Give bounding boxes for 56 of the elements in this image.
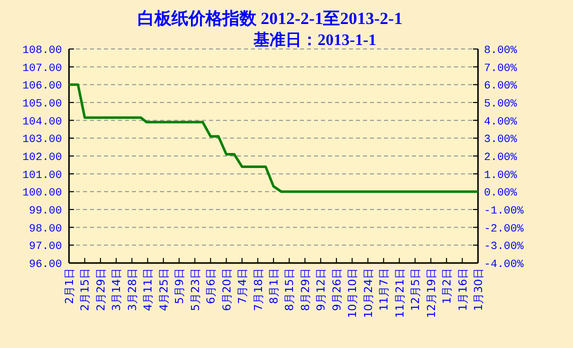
x-tick-label: 5月23日 — [188, 268, 202, 311]
y-tick-label: 108.00 — [22, 45, 62, 57]
y2-tick-label: -4.00% — [484, 259, 524, 271]
x-tick-label: 11月7日 — [378, 268, 391, 311]
x-tick-label: 4月25日 — [157, 268, 170, 311]
y-tick-label: 104.00 — [22, 116, 62, 128]
x-tick-label: 2月15日 — [78, 268, 92, 311]
x-tick-label: 8月29日 — [298, 268, 312, 311]
x-tick-label: 1月16日 — [456, 268, 470, 311]
y2-tick-label: 3.00% — [484, 134, 518, 146]
y2-tick-label: 5.00% — [484, 98, 518, 110]
x-tick-label: 9月12日 — [314, 268, 328, 311]
y2-tick-label: -1.00% — [484, 206, 524, 218]
y2-tick-label: 7.00% — [484, 62, 518, 75]
y-tick-label: 106.00 — [22, 80, 62, 93]
x-tick-label: 7月4日 — [236, 268, 250, 304]
x-tick-label: 3月14日 — [110, 268, 124, 311]
chart-subtitle: 基准日：2013-1-1 — [252, 31, 376, 49]
x-tick-label: 10月10日 — [346, 268, 360, 318]
y-tick-label: 103.00 — [22, 134, 62, 146]
y2-tick-label: -3.00% — [484, 241, 524, 254]
x-tick-label: 2月29日 — [94, 268, 108, 311]
x-tick-label: 7月18日 — [252, 268, 265, 311]
y-tick-label: 98.00 — [28, 223, 62, 236]
y-tick-label: 97.00 — [28, 241, 62, 254]
x-tick-label: 3月28日 — [126, 268, 139, 311]
y2-tick-label: 6.00% — [484, 80, 518, 93]
chart-title: 白板纸价格指数 2012-2-1至2013-2-1 — [138, 9, 402, 28]
y-tick-label: 99.00 — [28, 206, 62, 218]
y2-tick-label: 1.00% — [484, 170, 518, 182]
y2-tick-label: 0.00% — [484, 188, 518, 200]
y2-tick-label: 4.00% — [484, 116, 518, 128]
x-tick-label: 1月30日 — [472, 268, 485, 311]
y-tick-label: 101.00 — [22, 170, 62, 182]
y2-tick-label: 2.00% — [484, 152, 518, 164]
x-tick-label: 4月11日 — [142, 268, 155, 311]
x-tick-label: 6月6日 — [204, 268, 218, 304]
x-tick-label: 1月2日 — [440, 268, 454, 304]
x-tick-label: 8月1日 — [268, 268, 280, 304]
y-tick-label: 107.00 — [22, 62, 62, 75]
y-tick-label: 105.00 — [22, 98, 62, 110]
y-tick-label: 96.00 — [28, 259, 62, 271]
line-series — [68, 83, 480, 193]
x-tick-label: 6月20日 — [220, 268, 234, 311]
x-tick-label: 5月9日 — [173, 268, 186, 304]
x-tick-label: 10月24日 — [362, 268, 375, 318]
x-tick-label: 9月26日 — [330, 268, 344, 311]
y-tick-label: 102.00 — [22, 152, 62, 164]
y2-tick-label: 8.00% — [484, 45, 518, 57]
x-tick-label: 2月1日 — [63, 268, 76, 304]
x-tick-label: 11月21日 — [393, 268, 406, 318]
x-tick-label: 8月15日 — [283, 268, 296, 311]
y-tick-label: 100.00 — [22, 188, 62, 200]
y2-tick-label: -2.00% — [484, 223, 524, 236]
x-tick-label: 12月5日 — [409, 268, 422, 311]
x-tick-label: 12月19日 — [424, 268, 438, 318]
